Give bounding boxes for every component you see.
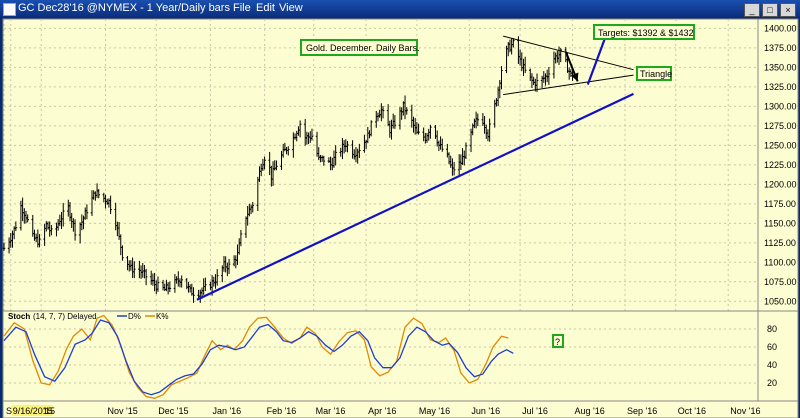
price-tick-label: 1400.00 xyxy=(764,23,797,33)
targets-text: Targets: $1392 & $1432 xyxy=(598,28,694,38)
window-title: GC Dec28'16 @NYMEX - 1 Year/Daily bars xyxy=(18,2,230,14)
price-tick-label: 1300.00 xyxy=(764,101,797,111)
x-tick-label: Jul '16 xyxy=(522,406,548,416)
price-tick-label: 1250.00 xyxy=(764,140,797,150)
x-tick-label: Dec '15 xyxy=(158,406,188,416)
stoch-d-line xyxy=(3,319,514,396)
price-tick-label: 1075.00 xyxy=(764,277,797,287)
triangle-box xyxy=(636,66,672,81)
x-tick-label: Jan '16 xyxy=(212,406,241,416)
price-tick-label: 1150.00 xyxy=(764,218,796,228)
price-axis-panel xyxy=(757,18,799,314)
maximize-icon[interactable]: □ xyxy=(762,3,778,17)
x-tick-label: Jun '16 xyxy=(471,406,500,416)
question-box xyxy=(552,334,564,348)
down-arrow-head xyxy=(570,72,579,82)
targets-box xyxy=(593,24,695,40)
menu-edit[interactable]: Edit xyxy=(256,2,275,14)
price-tick-label: 1200.00 xyxy=(764,179,797,189)
stoch-tick-label: 20 xyxy=(767,378,777,388)
subtitle-box xyxy=(300,39,418,56)
crosshair-date-highlight xyxy=(11,405,53,416)
price-tick-label: 1125.00 xyxy=(764,238,796,248)
price-tick-label: 1375.00 xyxy=(764,43,797,53)
triangle-upper-line xyxy=(503,35,634,71)
triangle-lower-line xyxy=(503,74,634,96)
question-text: ? xyxy=(555,337,560,347)
triangle-text: Triangle xyxy=(640,69,672,79)
stoch-axis-panel xyxy=(757,310,799,402)
close-icon[interactable]: × xyxy=(780,3,796,17)
stoch-panel xyxy=(2,310,759,402)
price-tick-label: 1175.00 xyxy=(764,199,796,209)
price-panel xyxy=(2,18,759,314)
support-trendline xyxy=(196,92,634,301)
stoch-tick-label: 40 xyxy=(767,360,777,370)
x-tick-label: Nov '15 xyxy=(108,406,138,416)
subtitle-text: Gold. December. Daily Bars. xyxy=(306,43,420,53)
stoch-tick-label: 60 xyxy=(767,342,777,352)
x-tick-label: '15 xyxy=(43,406,55,416)
x-tick-label: Sep '16 xyxy=(627,406,657,416)
x-tick-label: Feb '16 xyxy=(267,406,297,416)
app-icon xyxy=(3,3,16,16)
price-bars xyxy=(2,36,574,303)
k-legend-label: K% xyxy=(156,312,168,321)
price-axis-labels: 1050.00 1075.00 1100.00 1125.00 1150.00 1175.… xyxy=(764,23,797,306)
stoch-params: (14, 7, 7) Delayed xyxy=(33,312,97,321)
x-tick-label: Nov '16 xyxy=(730,406,760,416)
stoch-axis-labels: 80 60 40 20 xyxy=(767,324,777,388)
minimize-icon[interactable]: _ xyxy=(744,3,760,17)
title-bar: GC Dec28'16 @NYMEX - 1 Year/Daily bars F… xyxy=(0,0,800,17)
x-tick-label: Aug '16 xyxy=(575,406,605,416)
price-tick-label: 1225.00 xyxy=(764,160,797,170)
x-tick-label: May '16 xyxy=(419,406,450,416)
price-chart: 1050.00 1075.00 1100.00 1125.00 1150.00 1175.… xyxy=(2,18,799,418)
x-tick-label: Oct '16 xyxy=(678,406,706,416)
menu-view[interactable]: View xyxy=(279,2,303,14)
stoch-label: Stoch xyxy=(8,312,30,321)
price-tick-label: 1325.00 xyxy=(764,82,797,92)
price-tick-label: 1050.00 xyxy=(764,296,797,306)
price-tick-label: 1350.00 xyxy=(764,62,797,72)
x-axis-panel xyxy=(2,400,799,418)
stoch-tick-label: 80 xyxy=(767,324,777,334)
x-tick-label: Apr '16 xyxy=(368,406,396,416)
x-tick-label: 9/16/2015 xyxy=(13,406,53,416)
d-legend-label: D% xyxy=(128,312,141,321)
x-tick-label: Mar '16 xyxy=(316,406,346,416)
price-tick-label: 1275.00 xyxy=(764,121,797,131)
menu-file[interactable]: File xyxy=(233,2,251,14)
price-tick-label: 1100.00 xyxy=(764,257,796,267)
